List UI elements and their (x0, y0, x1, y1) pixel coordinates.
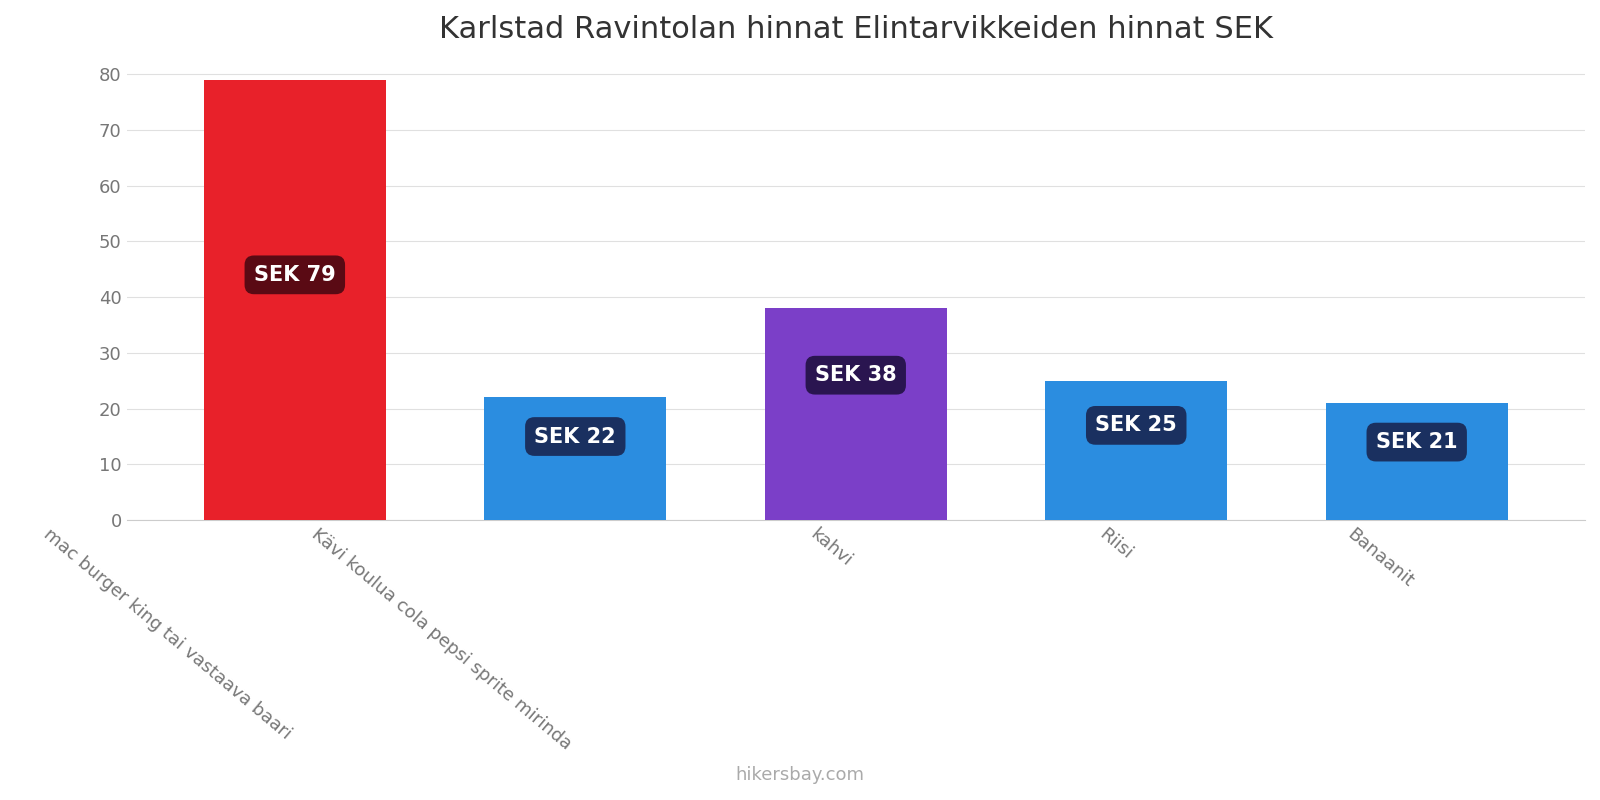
Bar (203, 80, 386, 520)
Text: SEK 21: SEK 21 (1376, 432, 1458, 452)
Title: Karlstad Ravintolan hinnat Elintarvikkeiden hinnat SEK: Karlstad Ravintolan hinnat Elintarvikkei… (438, 15, 1272, 44)
Text: SEK 38: SEK 38 (814, 365, 896, 385)
Text: SEK 22: SEK 22 (534, 426, 616, 446)
Bar (485, 398, 667, 520)
Bar (1045, 381, 1227, 520)
Bar (765, 308, 947, 520)
Bar (1325, 403, 1507, 520)
Text: SEK 79: SEK 79 (254, 265, 336, 285)
Text: SEK 25: SEK 25 (1096, 415, 1178, 435)
Text: hikersbay.com: hikersbay.com (736, 766, 864, 784)
